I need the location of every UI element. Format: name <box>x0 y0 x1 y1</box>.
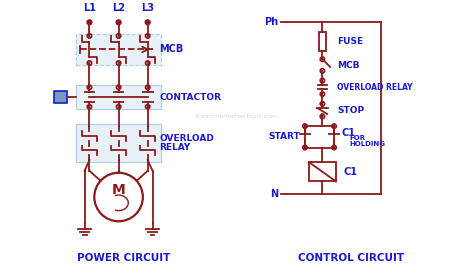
Text: C1: C1 <box>342 128 356 138</box>
Circle shape <box>145 20 150 25</box>
Text: MCB: MCB <box>337 61 359 70</box>
Text: MCB: MCB <box>159 44 183 54</box>
Text: Ph: Ph <box>264 17 279 27</box>
Bar <box>76 85 161 109</box>
Bar <box>76 34 161 65</box>
Text: POWER CIRCUIT: POWER CIRCUIT <box>77 253 170 263</box>
Text: FOR: FOR <box>350 135 366 141</box>
Text: L2: L2 <box>112 3 125 13</box>
Bar <box>76 124 161 162</box>
Bar <box>54 91 67 103</box>
Circle shape <box>87 20 92 25</box>
Text: InstrumentationTools.com: InstrumentationTools.com <box>196 114 278 119</box>
Circle shape <box>116 20 121 25</box>
Text: M: M <box>112 183 126 197</box>
Text: L1: L1 <box>83 3 96 13</box>
Text: OVERLOAD: OVERLOAD <box>159 134 214 143</box>
Bar <box>319 32 326 51</box>
Text: N: N <box>271 189 279 199</box>
Text: RELAY: RELAY <box>159 143 191 153</box>
Text: START: START <box>268 132 300 141</box>
Text: STOP: STOP <box>337 106 364 115</box>
Text: HOLDING: HOLDING <box>350 141 385 147</box>
Text: C1: C1 <box>344 167 358 177</box>
Text: OVERLOAD RELAY: OVERLOAD RELAY <box>337 83 412 92</box>
Text: CONTACTOR: CONTACTOR <box>159 93 221 101</box>
Text: L3: L3 <box>141 3 154 13</box>
Text: CONTROL CIRCUIT: CONTROL CIRCUIT <box>299 253 405 263</box>
Bar <box>309 162 336 182</box>
Text: FUSE: FUSE <box>337 37 363 46</box>
